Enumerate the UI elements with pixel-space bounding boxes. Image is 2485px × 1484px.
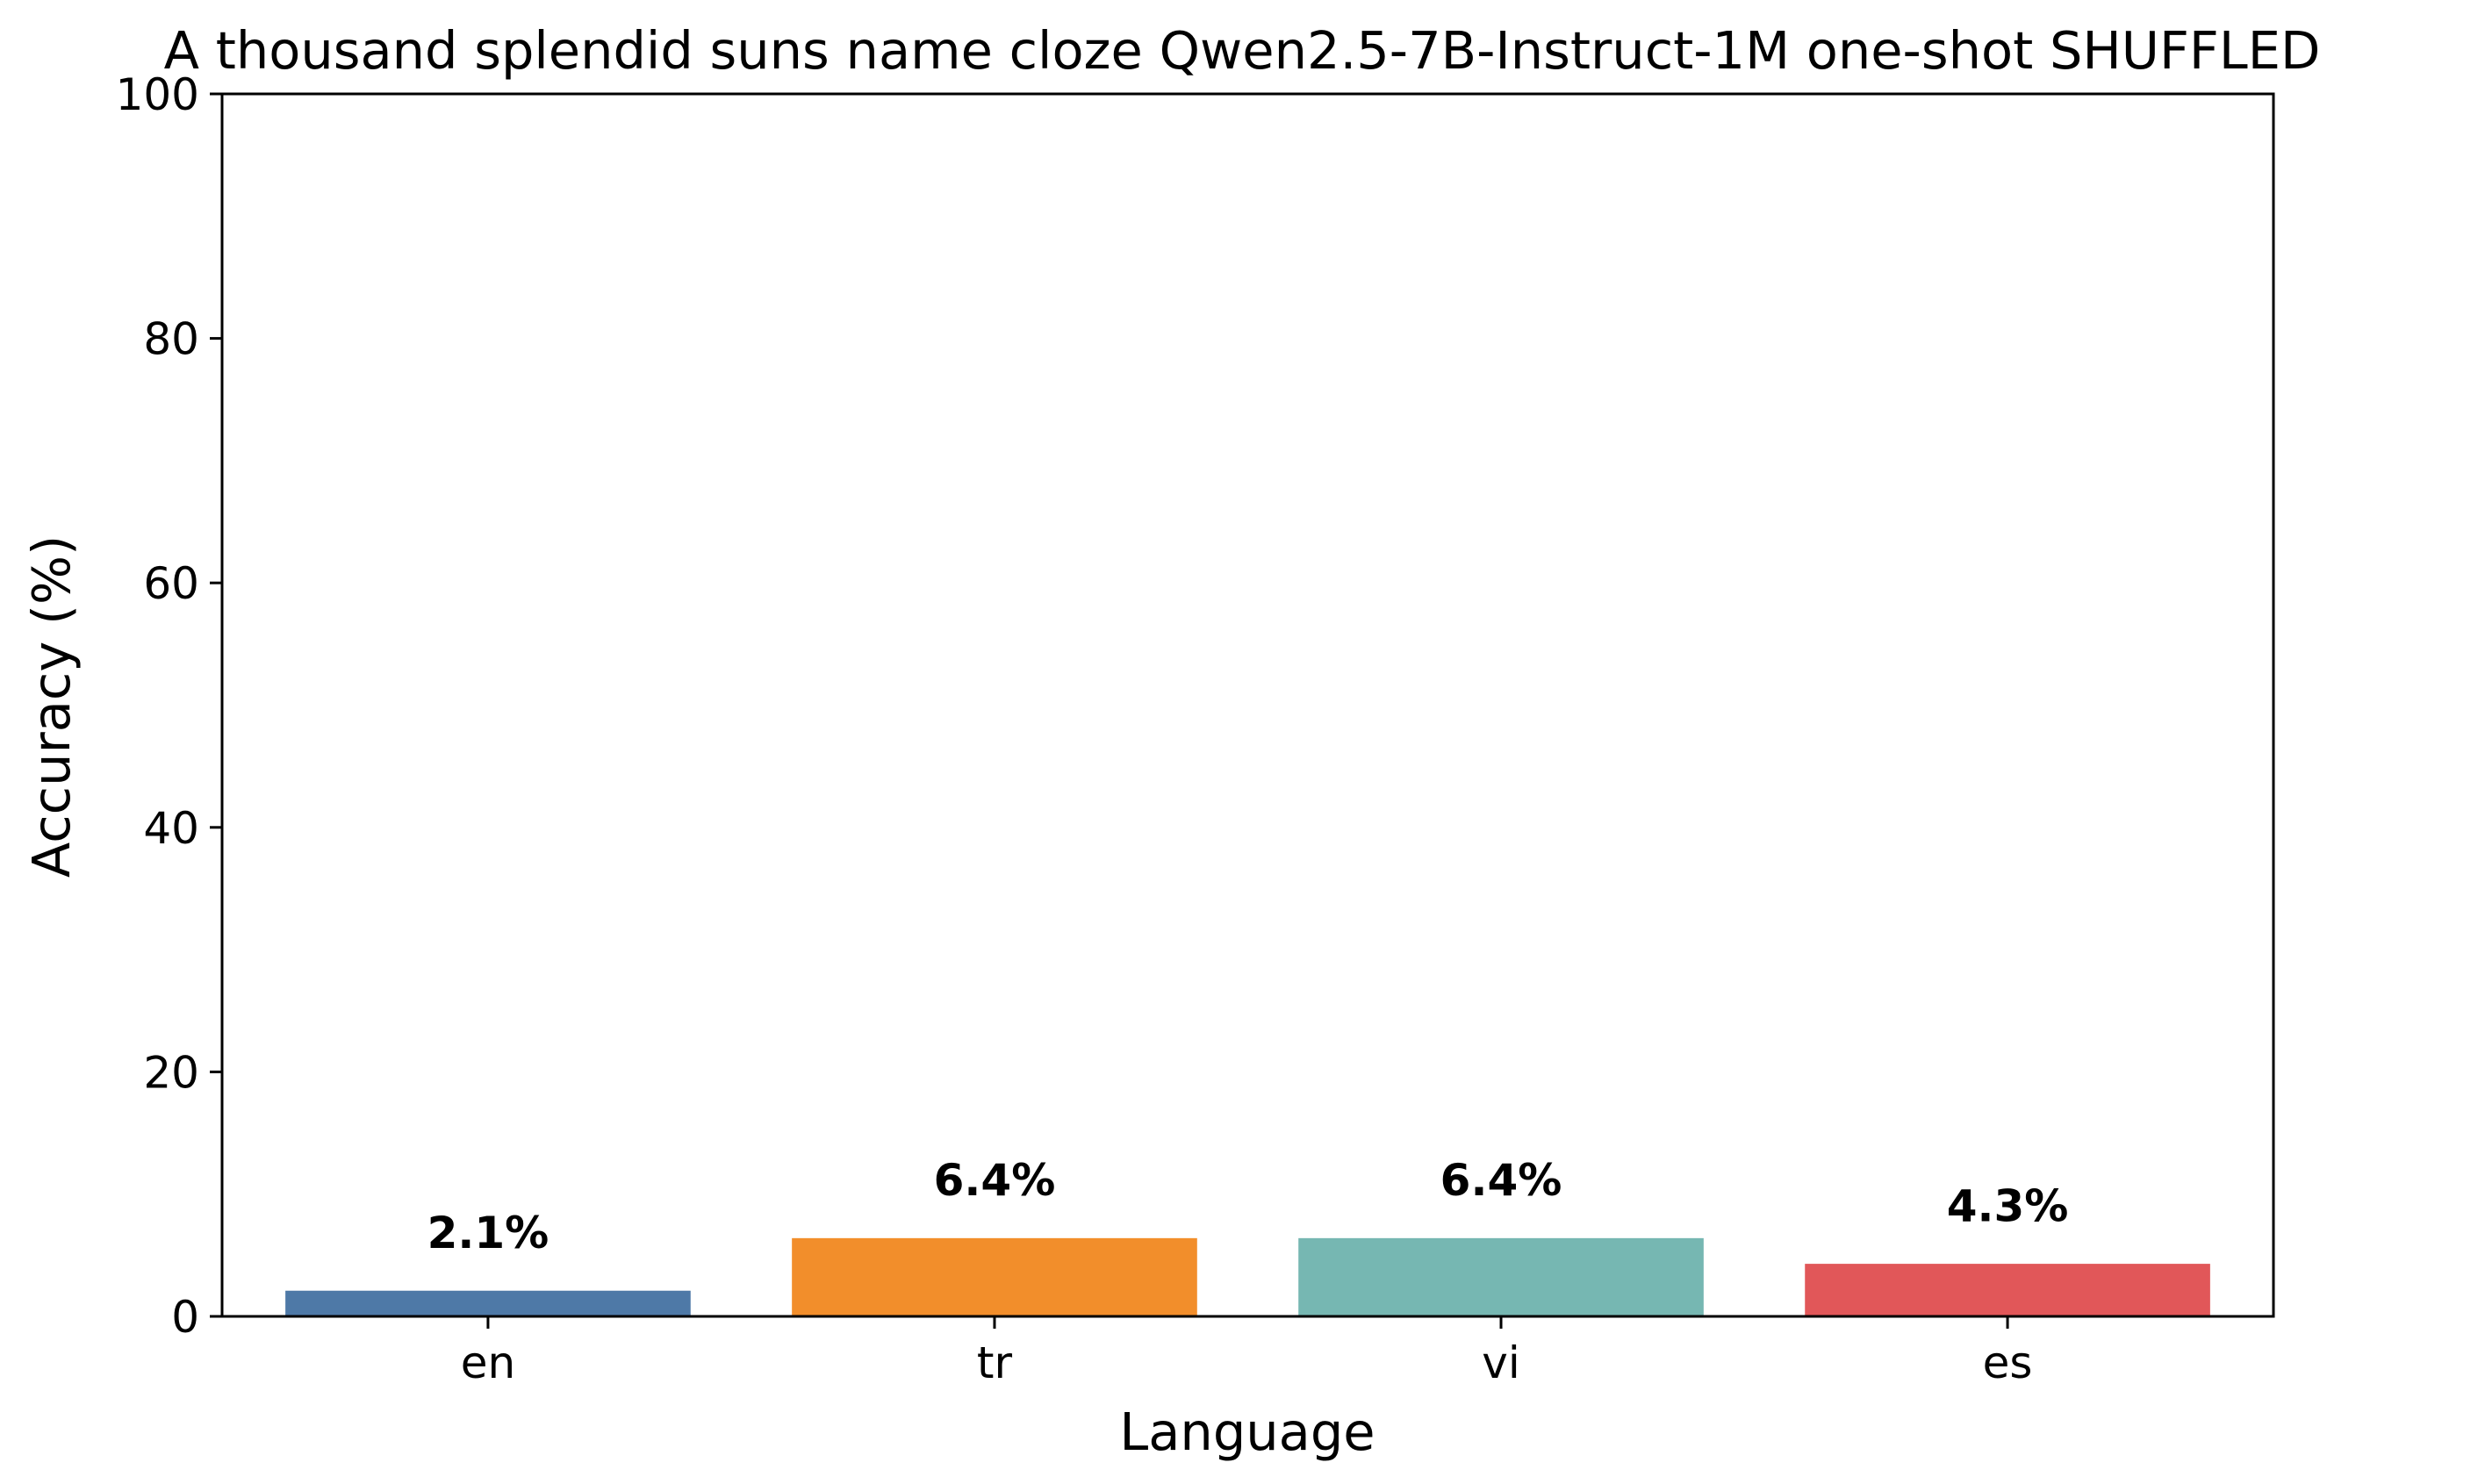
chart-title: A thousand splendid suns name cloze Qwen… [164,20,2321,81]
bars-layer [285,1237,2210,1316]
x-tick-label-es: es [1983,1337,2033,1388]
x-tick-label-en: en [461,1337,515,1388]
y-tick-label-60: 60 [143,558,199,609]
y-tick-label-100: 100 [116,69,199,120]
x-tick-label-tr: tr [977,1337,1013,1388]
data-label-vi: 6.4% [1440,1155,1562,1206]
bar-vi [1298,1237,1704,1316]
data-labels-layer: 2.1% 6.4% 6.4% 4.3% [427,1155,2069,1258]
y-tick-label-0: 0 [171,1292,199,1343]
x-axis-label: Language [1119,1402,1375,1462]
ticks-layer: en tr vi es 0 20 40 60 80 100 [116,69,2033,1388]
y-tick-label-20: 20 [143,1047,199,1098]
x-tick-label-vi: vi [1482,1337,1519,1388]
y-axis-label: Accuracy (%) [21,535,82,878]
bar-es [1805,1264,2210,1316]
bar-en [285,1290,691,1316]
bar-tr [792,1237,1197,1316]
data-label-tr: 6.4% [934,1155,1056,1206]
y-tick-label-40: 40 [143,803,199,854]
y-tick-label-80: 80 [143,314,199,365]
plot-area-frame [220,92,2275,1318]
data-label-es: 4.3% [1947,1180,2069,1231]
data-label-en: 2.1% [427,1208,549,1258]
